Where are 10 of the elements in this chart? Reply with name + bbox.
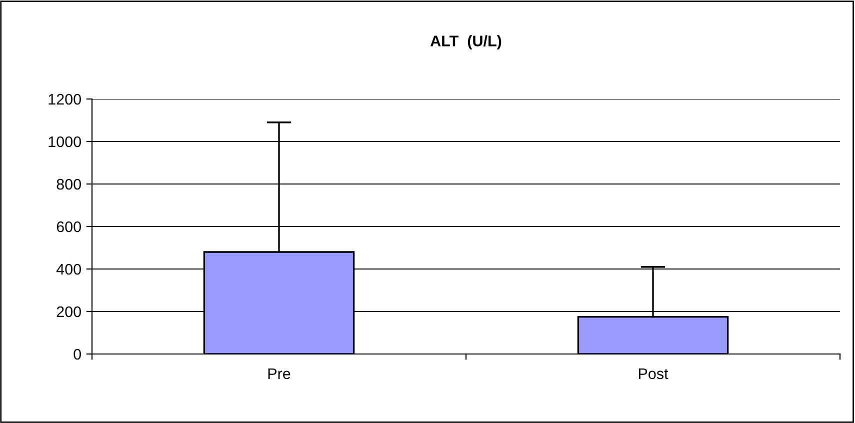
x-tick-label: Pre [268, 368, 290, 380]
y-tick-label: 400 [56, 264, 81, 275]
y-tick-label: 1200 [48, 94, 81, 105]
x-tick-label: Post [638, 368, 668, 380]
y-tick-label: 0 [74, 348, 81, 360]
y-tick-label: 200 [56, 306, 81, 318]
y-tick-label: 800 [56, 178, 81, 190]
y-tick-label: 600 [56, 221, 81, 232]
y-tick-label: 1000 [48, 136, 81, 148]
chart-title: ALT (U/L) [430, 35, 502, 50]
